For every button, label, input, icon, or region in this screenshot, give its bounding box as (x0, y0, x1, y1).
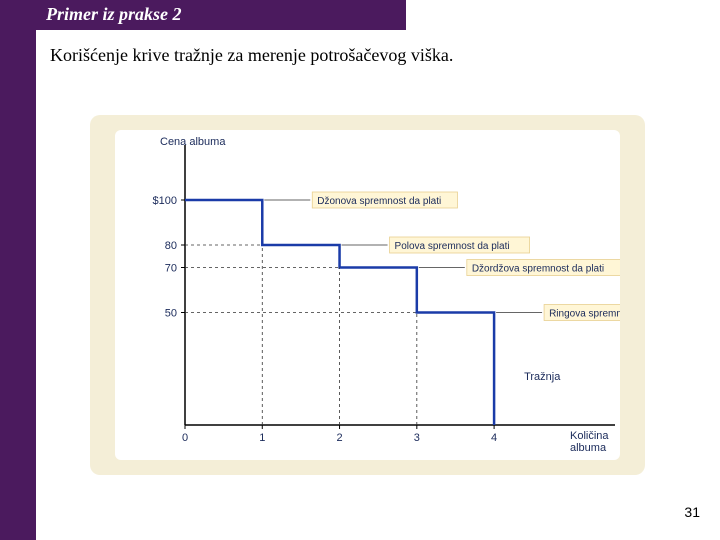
svg-text:3: 3 (414, 432, 420, 444)
svg-text:80: 80 (165, 240, 177, 252)
svg-text:Polova spremnost da plati: Polova spremnost da plati (395, 241, 510, 252)
svg-text:4: 4 (491, 432, 497, 444)
svg-text:albuma: albuma (570, 442, 607, 454)
svg-text:Džordžova spremnost da plati: Džordžova spremnost da plati (472, 264, 604, 275)
svg-text:50: 50 (165, 308, 177, 320)
slide-header: Primer iz prakse 2 (36, 0, 406, 30)
demand-curve-chart: Cena albuma Količinaalbuma 0 1 2 3 4 $100 80 70 50… (115, 130, 620, 460)
slide-title: Primer iz prakse 2 (46, 4, 182, 24)
svg-text:1: 1 (259, 432, 265, 444)
svg-text:$100: $100 (153, 195, 177, 207)
svg-text:Cena albuma: Cena albuma (160, 136, 226, 148)
sidebar-decoration (0, 0, 36, 540)
svg-text:Tražnja: Tražnja (524, 371, 561, 383)
chart-container: Cena albuma Količinaalbuma 0 1 2 3 4 $100 80 70 50… (90, 115, 645, 475)
slide-subtitle: Korišćenje krive tražnje za merenje potr… (50, 45, 453, 66)
svg-text:Džonova spremnost da plati: Džonova spremnost da plati (317, 196, 441, 207)
svg-text:0: 0 (182, 432, 188, 444)
svg-text:Ringova spremnost da plati: Ringova spremnost da plati (549, 309, 620, 320)
chart-canvas: Cena albuma Količinaalbuma 0 1 2 3 4 $100 80 70 50… (115, 130, 620, 460)
svg-text:Količina: Količina (570, 430, 609, 442)
svg-text:2: 2 (336, 432, 342, 444)
page-number: 31 (684, 504, 700, 520)
svg-text:70: 70 (165, 263, 177, 275)
